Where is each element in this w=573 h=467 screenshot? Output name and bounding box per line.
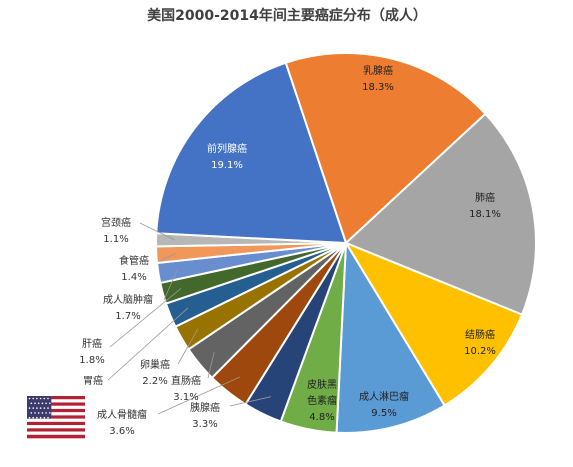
flag-stripe — [27, 421, 85, 426]
slice-2 — [343, 240, 524, 407]
flag-star — [30, 402, 33, 405]
flag-stripe — [27, 415, 85, 419]
flag-star — [43, 407, 46, 409]
flag-star — [32, 397, 34, 400]
flag-star — [32, 407, 34, 409]
slice-label-13: 宫颈癌 1.1% — [101, 216, 131, 245]
slice-label-2: 结肠癌 10.2% — [464, 328, 496, 357]
flag-stripe — [27, 408, 85, 413]
flag-star — [32, 416, 34, 419]
leader-line-12 — [159, 253, 176, 262]
flag-star — [43, 416, 46, 419]
flag-star — [34, 402, 36, 405]
flag-star — [45, 412, 47, 414]
flag-stripe — [27, 418, 85, 423]
slice-label-12: 食管癌 1.4% — [119, 254, 149, 283]
leader-line-7 — [207, 351, 215, 379]
flag-star — [37, 402, 40, 405]
slice-label-10: 肝癌 1.8% — [79, 337, 104, 366]
flag-star — [37, 412, 40, 414]
slice-labels: 乳腺癌 18.3% 肺癌 18.1% 结肠癌 10.2% 成人淋巴瘤 9.5% 皮肤黑色素瘤 4.… — [79, 64, 501, 437]
slice-label-4: 皮肤黑色素瘤 4.8% — [307, 378, 337, 423]
slice-label-0: 乳腺癌 18.3% — [362, 64, 394, 93]
flag-star — [28, 407, 31, 409]
flag-star — [39, 407, 42, 409]
pie-slices — [154, 52, 537, 434]
flag-star — [36, 397, 38, 400]
leader-line-6 — [157, 376, 240, 415]
flag-star — [39, 416, 42, 419]
flag-star — [47, 397, 49, 400]
slice-label-8: 卵巢癌 2.2% — [140, 358, 170, 387]
slice-label-11: 成人脑肿瘤 1.7% — [103, 293, 153, 322]
flag-star — [28, 397, 31, 400]
flag-star — [41, 412, 44, 414]
flag-stripe — [27, 399, 85, 403]
leader-line-5 — [229, 396, 272, 407]
slice-14 — [155, 61, 348, 245]
leader-line-9 — [107, 307, 189, 381]
flag-star — [49, 412, 51, 414]
slice-3 — [335, 239, 446, 434]
flag-star — [41, 402, 44, 405]
flag-star — [28, 416, 31, 419]
flag-canton — [27, 396, 52, 419]
leader-lines — [107, 222, 272, 415]
flag-stripe — [27, 434, 85, 439]
slice-label-14: 前列腺癌 19.1% — [207, 142, 247, 171]
flag-star — [47, 416, 49, 419]
slice-label-1: 肺癌 18.1% — [469, 191, 501, 220]
flag-star — [39, 397, 42, 400]
flag-stripe — [27, 402, 85, 406]
flag-stripe — [27, 431, 85, 436]
flag-star — [30, 412, 33, 414]
slice-1 — [344, 112, 537, 316]
flag-stripe — [27, 428, 85, 432]
flag-star — [45, 402, 47, 405]
slice-label-5: 胰腺癌 3.3% — [190, 401, 220, 430]
leader-line-13 — [139, 222, 176, 241]
flag-star — [49, 402, 51, 405]
slice-0 — [284, 52, 487, 245]
flag-stripe — [27, 396, 85, 400]
slice-label-7: 直肠癌 3.1% — [171, 374, 201, 403]
flag-star — [36, 416, 38, 419]
slice-label-9: 胃癌 — [83, 374, 103, 387]
chart-title: 美国2000-2014年间主要癌症分布（成人） — [147, 7, 427, 24]
flag-stripe — [27, 425, 85, 429]
leader-line-11 — [163, 269, 178, 301]
flag-stripe — [27, 405, 85, 410]
us-flag-icon — [27, 396, 85, 439]
flag-stripe — [27, 412, 85, 416]
flag-star — [34, 412, 36, 414]
flag-star — [47, 407, 49, 409]
slice-label-3: 成人淋巴瘤 9.5% — [359, 390, 409, 419]
slice-label-6: 成人骨髓瘤 3.6% — [97, 408, 147, 437]
flag-star — [43, 397, 46, 400]
leader-line-8 — [177, 328, 199, 365]
leader-line-10 — [109, 287, 182, 348]
flag-star — [36, 407, 38, 409]
